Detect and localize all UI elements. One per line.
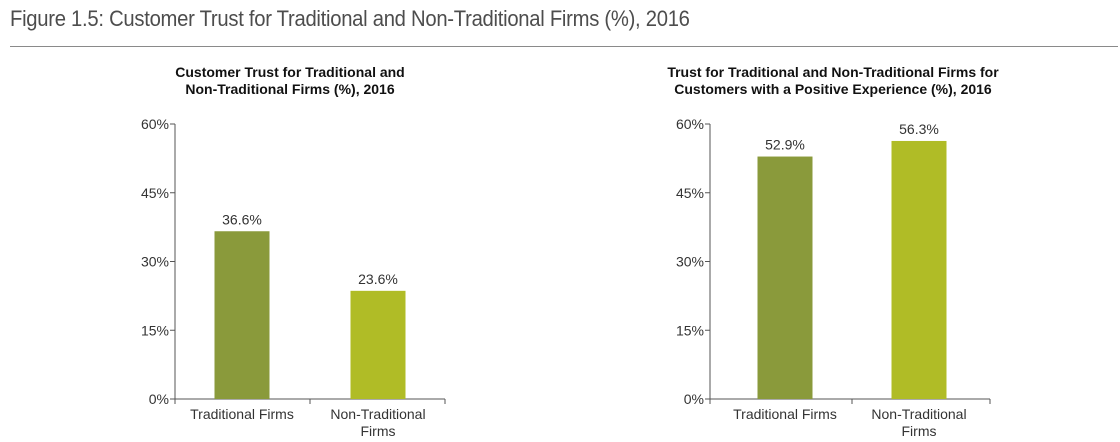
y-tick-label: 60% [141,116,169,132]
x-category-label: Traditional Firms [733,406,837,422]
y-tick-label: 45% [141,185,169,201]
data-label: 56.3% [899,121,939,137]
chart-title-line: Customers with a Positive Experience (%)… [674,81,992,97]
data-label: 52.9% [765,137,805,153]
y-tick-label: 15% [141,322,169,338]
x-category-label: Non-Traditional [871,406,966,422]
bar [757,156,813,399]
y-tick-label: 15% [676,322,704,338]
title-divider [10,46,1118,47]
chart-title-line: Non-Traditional Firms (%), 2016 [185,81,394,97]
x-category-label: Firms [902,423,937,439]
y-tick-label: 30% [141,254,169,270]
y-tick-label: 60% [676,116,704,132]
chart-title-line: Customer Trust for Traditional and [175,64,404,80]
x-category-label: Traditional Firms [190,406,294,422]
y-tick-label: 0% [684,391,704,407]
figure-title: Figure 1.5: Customer Trust for Tradition… [10,6,690,31]
bar [214,231,270,399]
chart-title-line: Trust for Traditional and Non-Traditiona… [667,64,999,80]
data-label: 23.6% [358,271,398,287]
chart-right: Trust for Traditional and Non-Traditiona… [667,64,999,439]
x-category-label: Non-Traditional [330,406,425,422]
data-label: 36.6% [222,211,262,227]
x-category-label: Firms [361,423,396,439]
bar [350,290,406,399]
y-tick-label: 0% [149,391,169,407]
y-tick-label: 45% [676,185,704,201]
y-tick-label: 30% [676,254,704,270]
chart-left: Customer Trust for Traditional andNon-Tr… [141,64,446,439]
bar [891,140,947,400]
